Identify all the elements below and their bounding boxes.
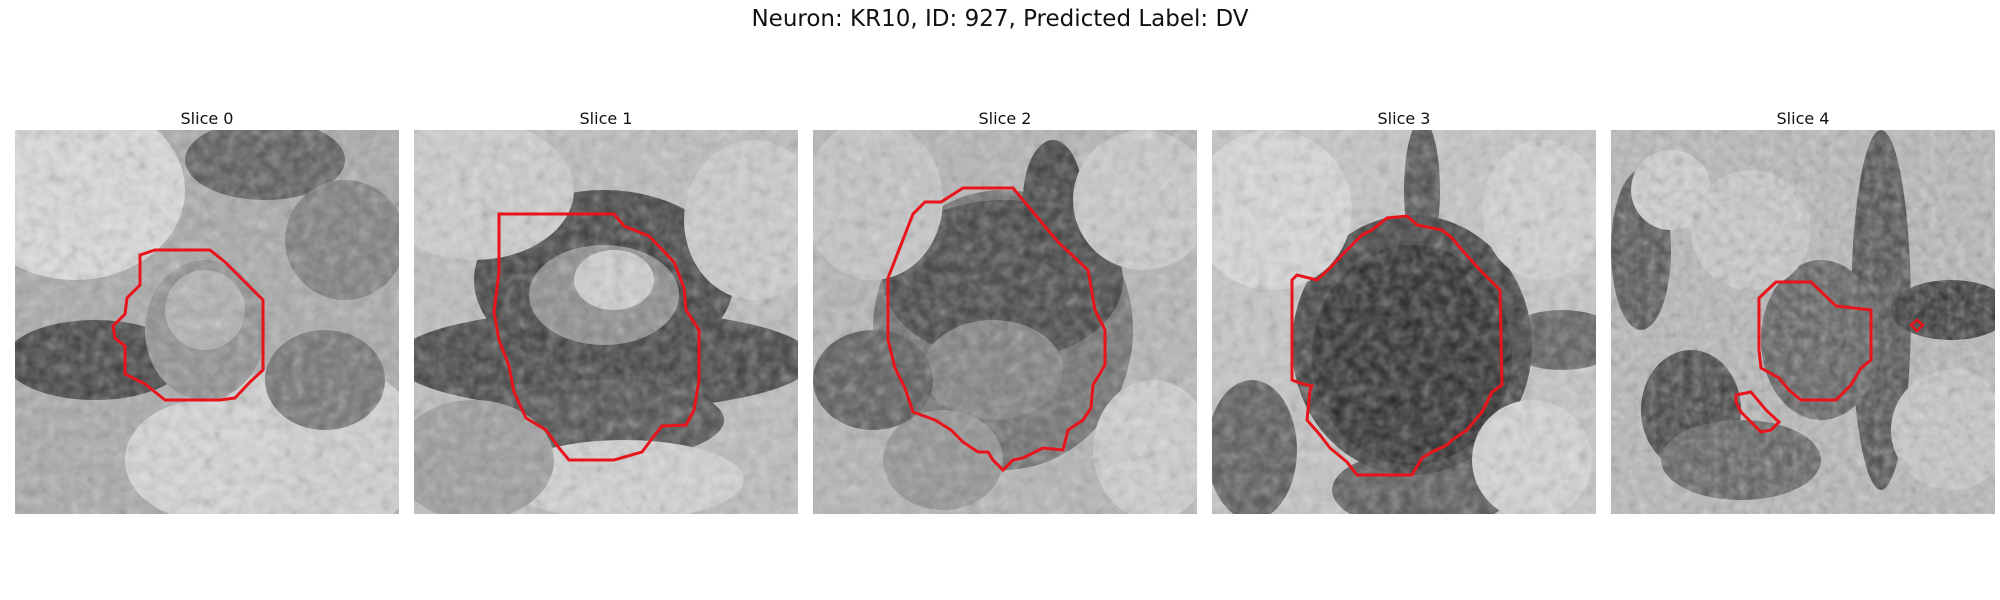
slice-title: Slice 1 bbox=[579, 109, 633, 128]
slice-panel-3: Slice 3 bbox=[1212, 108, 1596, 514]
slice-title: Slice 4 bbox=[1776, 109, 1830, 128]
roi-contour-small bbox=[1734, 390, 1782, 434]
slice-image-0 bbox=[15, 130, 399, 514]
slice-title: Slice 0 bbox=[180, 109, 234, 128]
roi-contour-dot bbox=[1909, 318, 1925, 333]
slice-image-2 bbox=[813, 130, 1197, 514]
slice-panel-2: Slice 2 bbox=[813, 108, 1197, 514]
slice-title: Slice 3 bbox=[1377, 109, 1431, 128]
figure-title: Neuron: KR10, ID: 927, Predicted Label: … bbox=[751, 6, 1249, 32]
roi-contour bbox=[1757, 280, 1873, 402]
slice-panel-1: Slice 1 bbox=[414, 108, 798, 514]
slice-image-3 bbox=[1212, 130, 1596, 514]
roi-contour bbox=[492, 212, 701, 462]
slice-panel-4: Slice 4 bbox=[1611, 108, 1995, 514]
slice-image-1 bbox=[414, 130, 798, 514]
roi-contour bbox=[111, 248, 265, 402]
slice-image-4 bbox=[1611, 130, 1995, 514]
roi-contour bbox=[1290, 214, 1504, 477]
slice-panel-0: Slice 0 bbox=[15, 108, 399, 514]
slice-title: Slice 2 bbox=[978, 109, 1032, 128]
roi-contour bbox=[886, 186, 1107, 473]
